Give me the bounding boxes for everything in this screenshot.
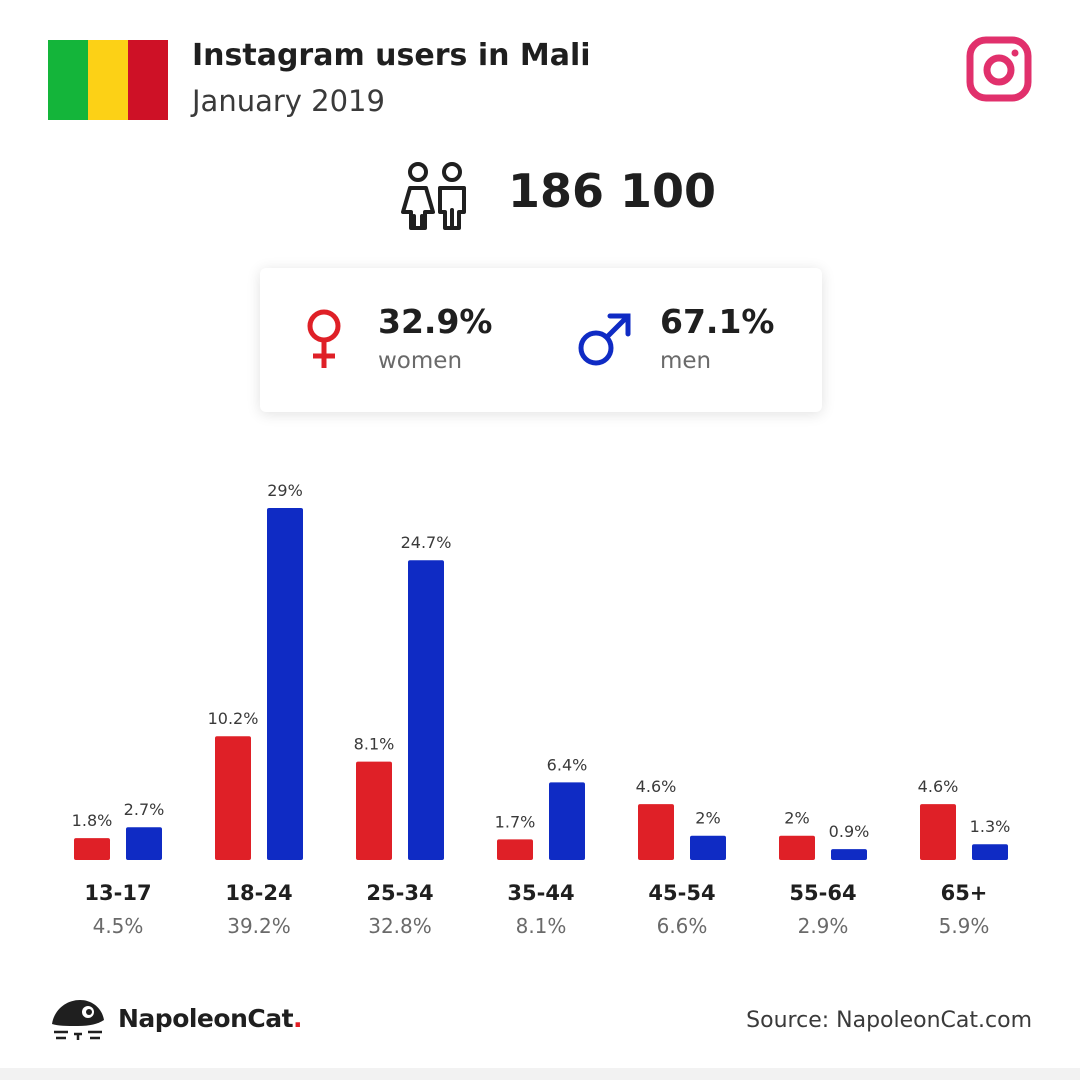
bar-value-label: 10.2% [208,709,259,728]
age-gender-bar-chart: 1.8% 2.7% 13-17 4.5% 10.2% 29% 18-24 39.2% 8.1% 2… [72,481,1011,938]
total-users-value: 186 100 [508,164,717,218]
bar-women-13-17 [74,838,110,860]
age-group-total: 32.8% [368,914,432,938]
gender-card: 32.9% women 67.1% men [260,268,822,412]
bar-value-label: 4.6% [636,777,677,796]
brand-name: NapoleonCat. [118,1004,303,1033]
bar-value-label: 24.7% [401,533,452,552]
bar-men-45-54 [690,835,726,860]
instagram-icon [966,36,1032,102]
age-group-label: 65+ [941,881,988,905]
men-percentage: 67.1% [660,302,775,341]
page-title: Instagram users in Mali [192,38,591,73]
flag-stripe-green [48,40,88,120]
bar-value-label: 2% [784,809,809,828]
bar-men-65+ [972,844,1008,860]
bar-men-55-64 [831,849,867,860]
bar-women-25-34 [356,761,392,860]
bar-value-label: 1.7% [495,812,536,831]
age-group-total: 6.6% [657,914,708,938]
bar-women-18-24 [215,736,251,860]
bar-women-35-44 [497,839,533,860]
page-subtitle: January 2019 [192,84,385,118]
age-group-total: 5.9% [939,914,990,938]
bar-value-label: 1.8% [72,811,113,830]
flag-stripe-yellow [88,40,128,120]
women-percentage: 32.9% [378,302,493,341]
women-label: women [378,348,463,374]
bar-men-18-24 [267,508,303,860]
age-group-total: 2.9% [798,914,849,938]
bar-value-label: 4.6% [918,777,959,796]
age-group-label: 55-64 [789,881,856,905]
bar-women-65+ [920,804,956,860]
source-text: Source: NapoleonCat.com [746,1008,1032,1033]
bar-value-label: 8.1% [354,735,395,754]
age-group-label: 13-17 [84,881,151,905]
age-group-total: 4.5% [93,914,144,938]
age-group-label: 35-44 [507,881,574,905]
age-group-label: 18-24 [225,881,292,905]
bar-value-label: 0.9% [829,822,870,841]
age-group-total: 8.1% [516,914,567,938]
male-symbol-icon [578,313,631,366]
bar-men-35-44 [549,782,585,860]
bar-men-25-34 [408,560,444,860]
age-group-label: 25-34 [366,881,433,905]
bar-women-55-64 [779,835,815,860]
age-group-total: 39.2% [227,914,291,938]
bar-value-label: 2.7% [124,800,165,819]
mali-flag [48,40,168,120]
napoleoncat-logo-icon [52,1000,104,1040]
female-symbol-icon [307,309,341,368]
flag-stripe-red [128,40,168,120]
bar-value-label: 1.3% [970,817,1011,836]
bar-value-label: 2% [695,809,720,828]
bottom-strip [0,1068,1080,1080]
bar-women-45-54 [638,804,674,860]
age-group-label: 45-54 [648,881,715,905]
bar-value-label: 29% [267,481,303,500]
people-icon [401,162,466,230]
men-label: men [660,348,712,374]
bar-value-label: 6.4% [547,755,588,774]
bar-men-13-17 [126,827,162,860]
